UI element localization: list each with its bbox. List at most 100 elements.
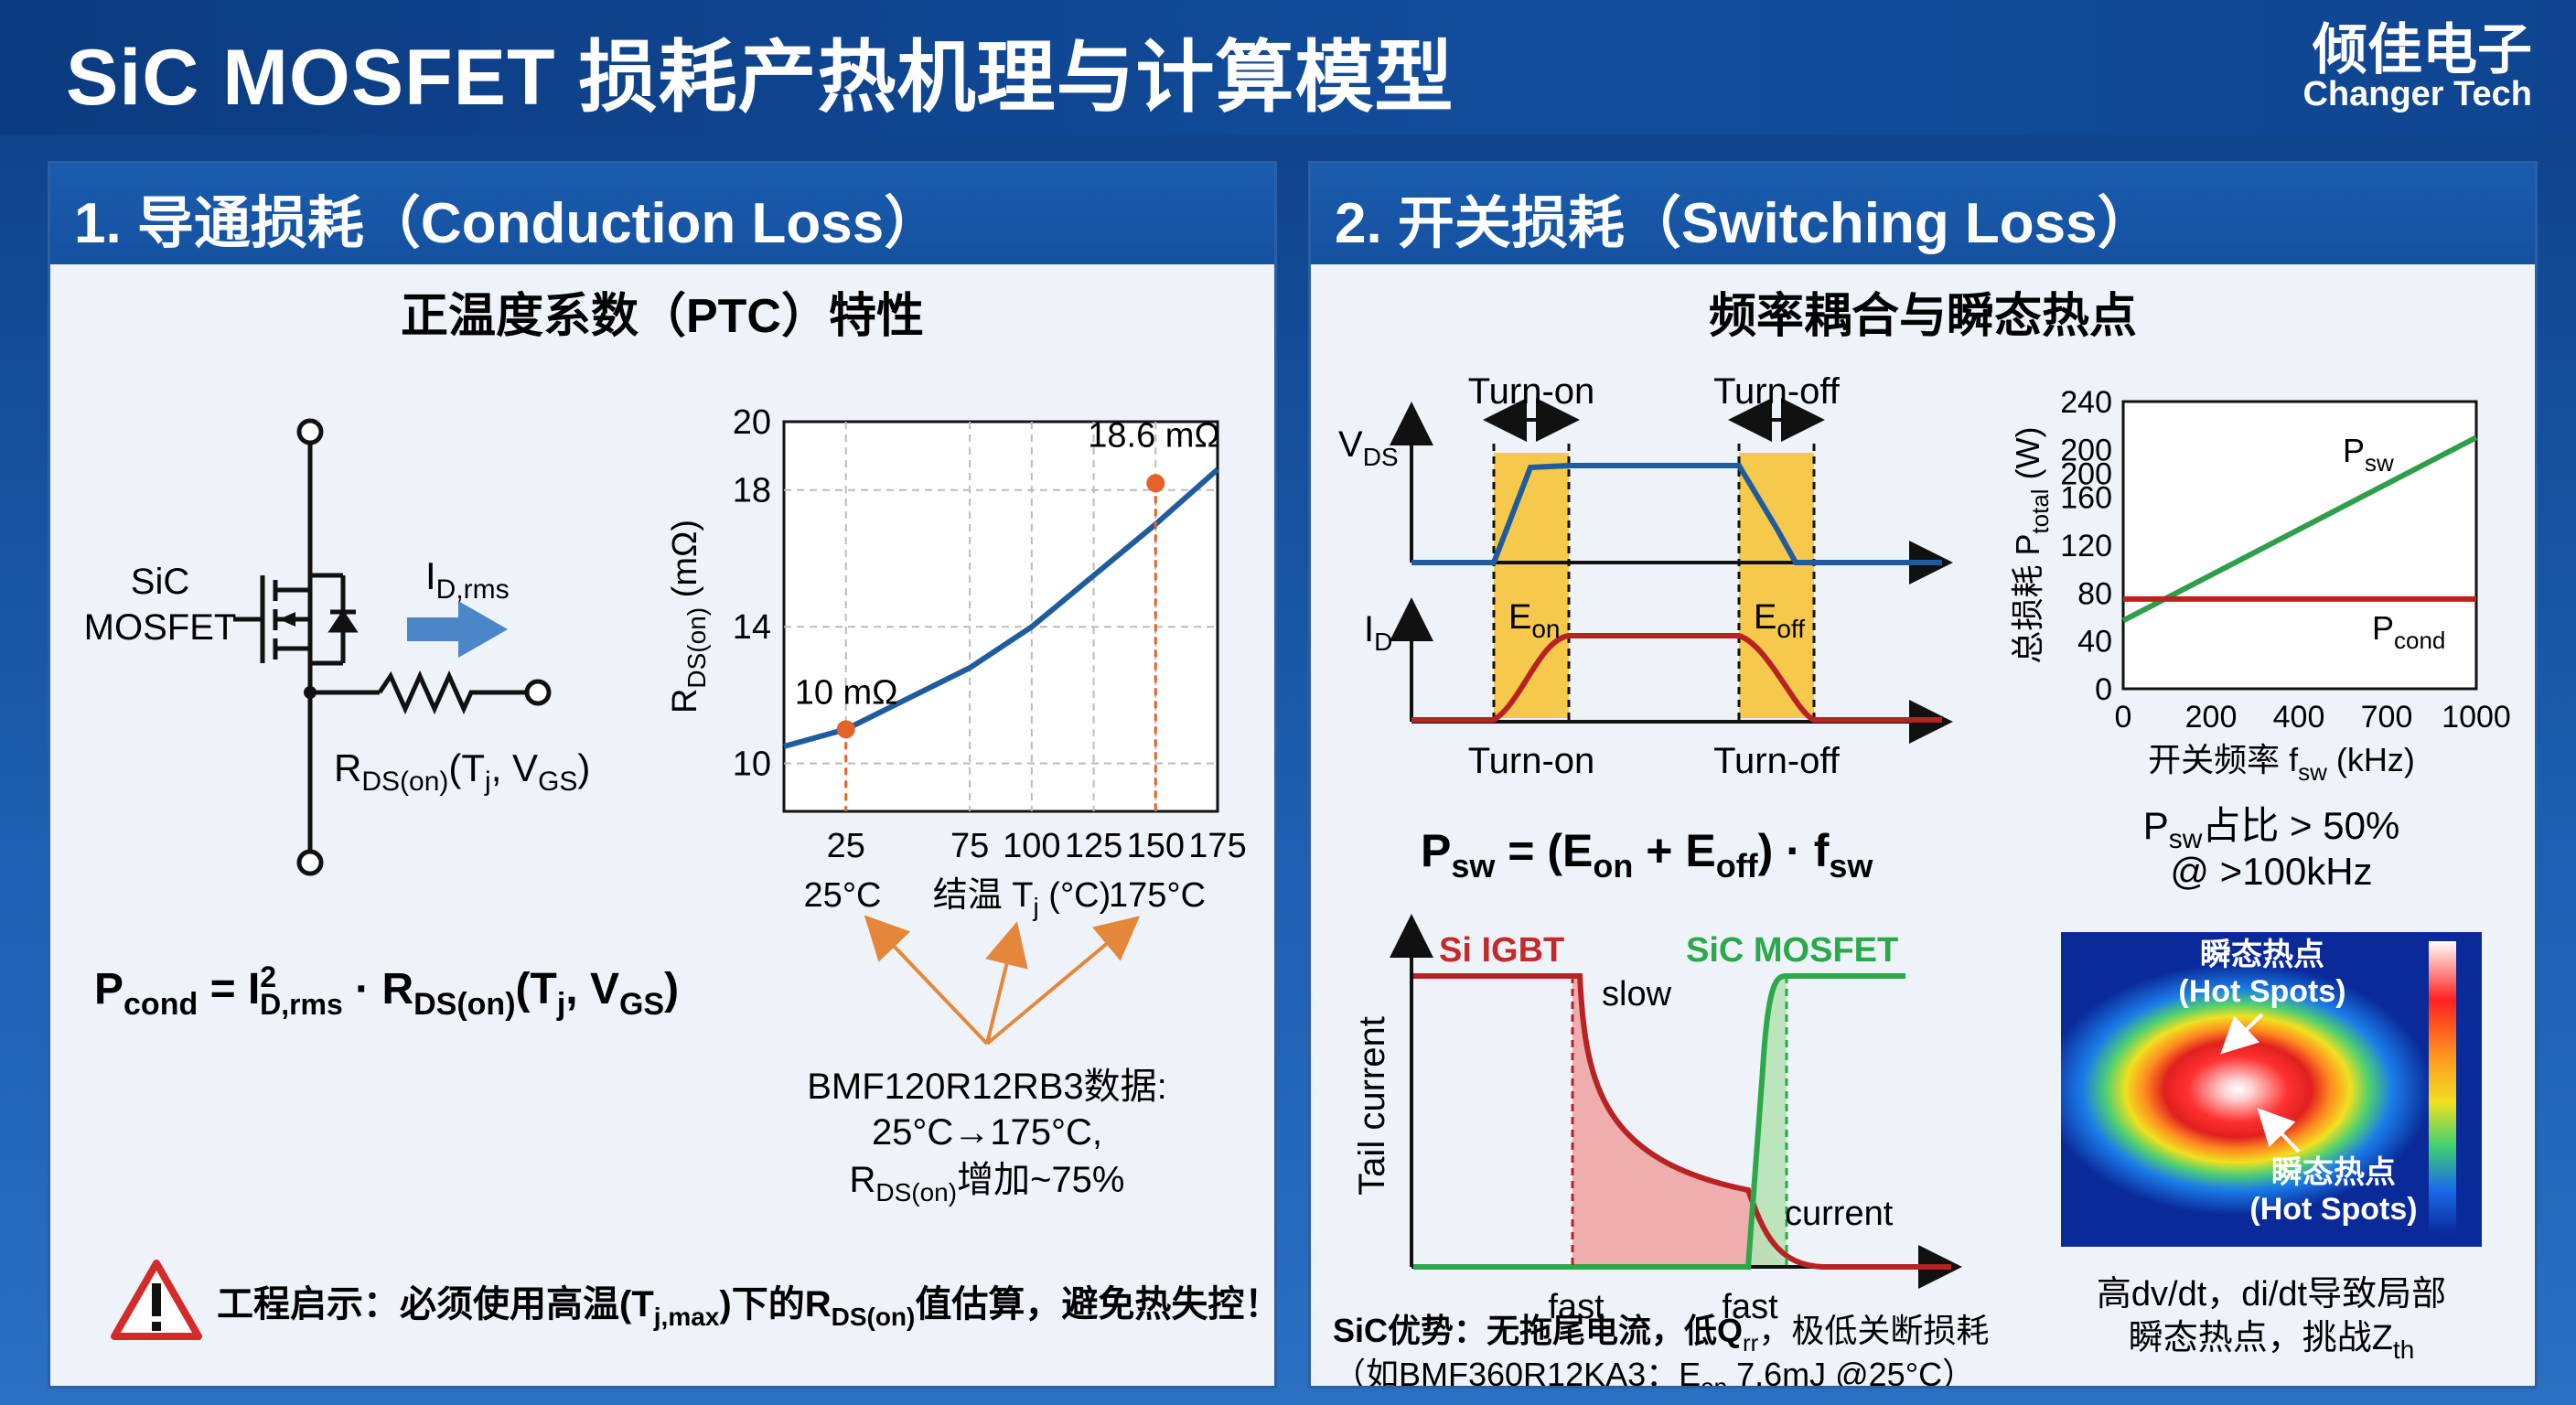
note-line-2: 25°C→175°C, [872, 1112, 1102, 1153]
thermal-image [2061, 932, 2482, 1247]
page-title: SiC MOSFET 损耗产热机理与计算模型 [66, 34, 1454, 122]
conduction-loss-formula: Pcond = I2 D,rms · RDS(on)(Tj, VGS) [94, 960, 679, 1022]
ptc-chart: 25 75 100 125 150 175 10 14 18 20 10 mΩ 18.6 mΩ RDS(… [666, 403, 1247, 921]
eoff-label: Eoff [1754, 598, 1805, 643]
hotspot-label-2: 瞬态热点 [2271, 1155, 2396, 1190]
vds-axis-label: VDS [1338, 424, 1399, 471]
fast-label-2: fast [1722, 1288, 1778, 1326]
freq-y-tick-label: 160 [2060, 481, 2112, 516]
rds-label: RDS(on)(Tj, VGS) [334, 746, 590, 797]
freq-y-tick-label: 200 [2060, 433, 2112, 467]
igbt-current-curve [1413, 973, 1951, 1270]
eon-label: Eon [1508, 598, 1561, 643]
note-line-1: BMF120R12RB3数据: [807, 1067, 1166, 1107]
header-bar: SiC MOSFET 损耗产热机理与计算模型 倾佳电子 Changer Tech [0, 0, 2576, 135]
id-waveform [1411, 633, 1942, 723]
thermal-caption-1: 高dv/dt，di/dt导致局部 [2097, 1275, 2446, 1314]
source-terminal [296, 849, 324, 876]
turn-off-label-bottom: Turn-off [1713, 741, 1841, 781]
turn-off-label-top: Turn-off [1713, 371, 1841, 412]
ptc-marker-point [836, 720, 855, 739]
fast-label-1: fast [1548, 1288, 1605, 1326]
ptc-x-tick-label: 100 [1003, 827, 1060, 865]
freq-plot-area [2121, 400, 2478, 691]
sic-advantage-note: SiC优势：无拖尾电流，低Qrr，极低关断损耗 [1333, 1312, 1989, 1357]
psw-series-line [2121, 434, 2478, 624]
freq-x-tick-label: 1000 [2442, 700, 2511, 735]
ptc-marker-label: 10 mΩ [795, 673, 898, 712]
freq-y-tick-label: 80 [2077, 576, 2112, 611]
device-label-sic: SiC [131, 562, 189, 602]
thermal-color-scale [2429, 941, 2456, 1234]
drain-terminal [296, 418, 324, 445]
ptc-x-tick-label: 150 [1127, 827, 1185, 865]
freq-y-tick-label: 0 [2095, 672, 2112, 707]
ptc-y-axis-label: RDS(on) (mΩ) [666, 520, 711, 713]
freq-x-axis-label: 开关频率 fsw (kHz) [2148, 741, 2415, 786]
warning-text: 工程启示：必须使用高温(Tj,max)下的RDS(on)值估算，避免热失控！ [217, 1284, 1274, 1331]
brand-name-en: Changer Tech [2302, 75, 2532, 113]
current-arrow [407, 601, 508, 658]
freq-y-tick-label: 40 [2077, 625, 2112, 660]
switching-loss-title: 2. 开关损耗（Switching Loss） [1335, 192, 2154, 255]
conduction-loss-title: 1. 导通损耗（Conduction Loss） [74, 192, 941, 255]
switching-waveforms [1390, 398, 1953, 744]
ptc-marker-label: 18.6 mΩ [1088, 416, 1220, 455]
psw-series-label: Psw [2343, 432, 2394, 477]
pcond-series-label: Pcond [2372, 609, 2445, 654]
eon-region [1494, 453, 1569, 718]
si-igbt-label: Si IGBT [1439, 931, 1564, 970]
freq-y-tick-label: 120 [2060, 529, 2112, 563]
resistor-terminal [524, 679, 552, 706]
freq-x-tick-label: 200 [2185, 700, 2238, 735]
turn-on-label-bottom: Turn-on [1468, 741, 1595, 781]
ptc-x-tick-label: 75 [950, 827, 989, 865]
ptc-plot-area [782, 420, 1219, 813]
sic-example-note: （如BMF360R12KA3：Eon 7.6mJ @25°C） [1333, 1356, 1975, 1386]
switching-loss-header: 2. 开关损耗（Switching Loss） [1311, 164, 2535, 264]
eoff-region [1739, 453, 1814, 718]
freq-y-axis-label: 总损耗 Ptotal (W) [2009, 426, 2054, 663]
conduction-loss-panel: 1. 导通损耗（Conduction Loss） 正温度系数（PTC）特性 [48, 161, 1281, 1389]
psw-ratio-note: Psw占比 > 50% [2143, 804, 2400, 854]
ptc-y-tick-label: 20 [733, 403, 771, 442]
id-axis-label: ID [1364, 609, 1392, 656]
thermal-caption-2: 瞬态热点，挑战Zth [2129, 1319, 2415, 1364]
freq-y-tick-label: 240 [2060, 385, 2112, 420]
ptc-x-tick-label: 175 [1188, 827, 1246, 865]
ptc-y-tick-label: 10 [733, 745, 771, 784]
device-label-mosfet: MOSFET [84, 607, 237, 648]
switching-loss-diagram: 频率耦合与瞬态热点 [1333, 290, 2511, 1400]
ptc-x-tick-label: 25 [827, 827, 865, 865]
thermal-gradient [2061, 932, 2482, 1247]
hotspot-label-1: 瞬态热点 [2200, 938, 2324, 972]
switching-loss-panel: 2. 开关损耗（Switching Loss） 频率耦合与瞬态热点 [1308, 161, 2538, 1400]
brand-name-cn: 倾佳电子 [2313, 19, 2532, 80]
hotspot-label-2-en: (Hot Spots) [2249, 1192, 2417, 1227]
warning-icon [111, 1260, 202, 1340]
ptc-x-axis-label: 结温 Tj (°C) [933, 876, 1111, 921]
note-line-3: RDS(on)增加~75% [849, 1160, 1124, 1207]
sic-mosfet-label: SiC MOSFET [1686, 931, 1898, 970]
frequency-chart: 0 200 400 700 100004080120160200200240PswPco… [2009, 385, 2511, 786]
conduction-loss-diagram: 正温度系数（PTC）特性 [84, 290, 1281, 1340]
freq-x-tick-label: 700 [2361, 700, 2413, 735]
psw-formula: Psw = (Eon + Eoff) · fsw [1421, 825, 1873, 885]
hotspot-label-1-en: (Hot Spots) [2178, 974, 2345, 1009]
sic-current-curve [1413, 973, 1905, 1270]
freq-x-tick-label: 0 [2115, 700, 2132, 735]
tail-current-axis-label: Tail current [1352, 1016, 1392, 1196]
psw-frequency-note: @ >100kHz [2170, 850, 2372, 893]
vds-waveform [1411, 463, 1942, 565]
tail-current-diagram [1390, 914, 1962, 1289]
ptc-x-tick-label: 125 [1065, 827, 1122, 865]
freq-y-tick-label: 200 [2060, 457, 2112, 492]
turn-on-label-top: Turn-on [1468, 371, 1595, 412]
hotspot-arrows [2220, 1013, 2301, 1153]
ptc-marker-point [1146, 474, 1165, 493]
ptc-y-tick-label: 18 [733, 472, 771, 510]
slow-label: slow [1602, 975, 1672, 1014]
freq-x-tick-label: 400 [2273, 700, 2325, 735]
ptc-x-label-right: 175°C [1109, 876, 1206, 915]
current-label-tail: current [1785, 1195, 1894, 1233]
